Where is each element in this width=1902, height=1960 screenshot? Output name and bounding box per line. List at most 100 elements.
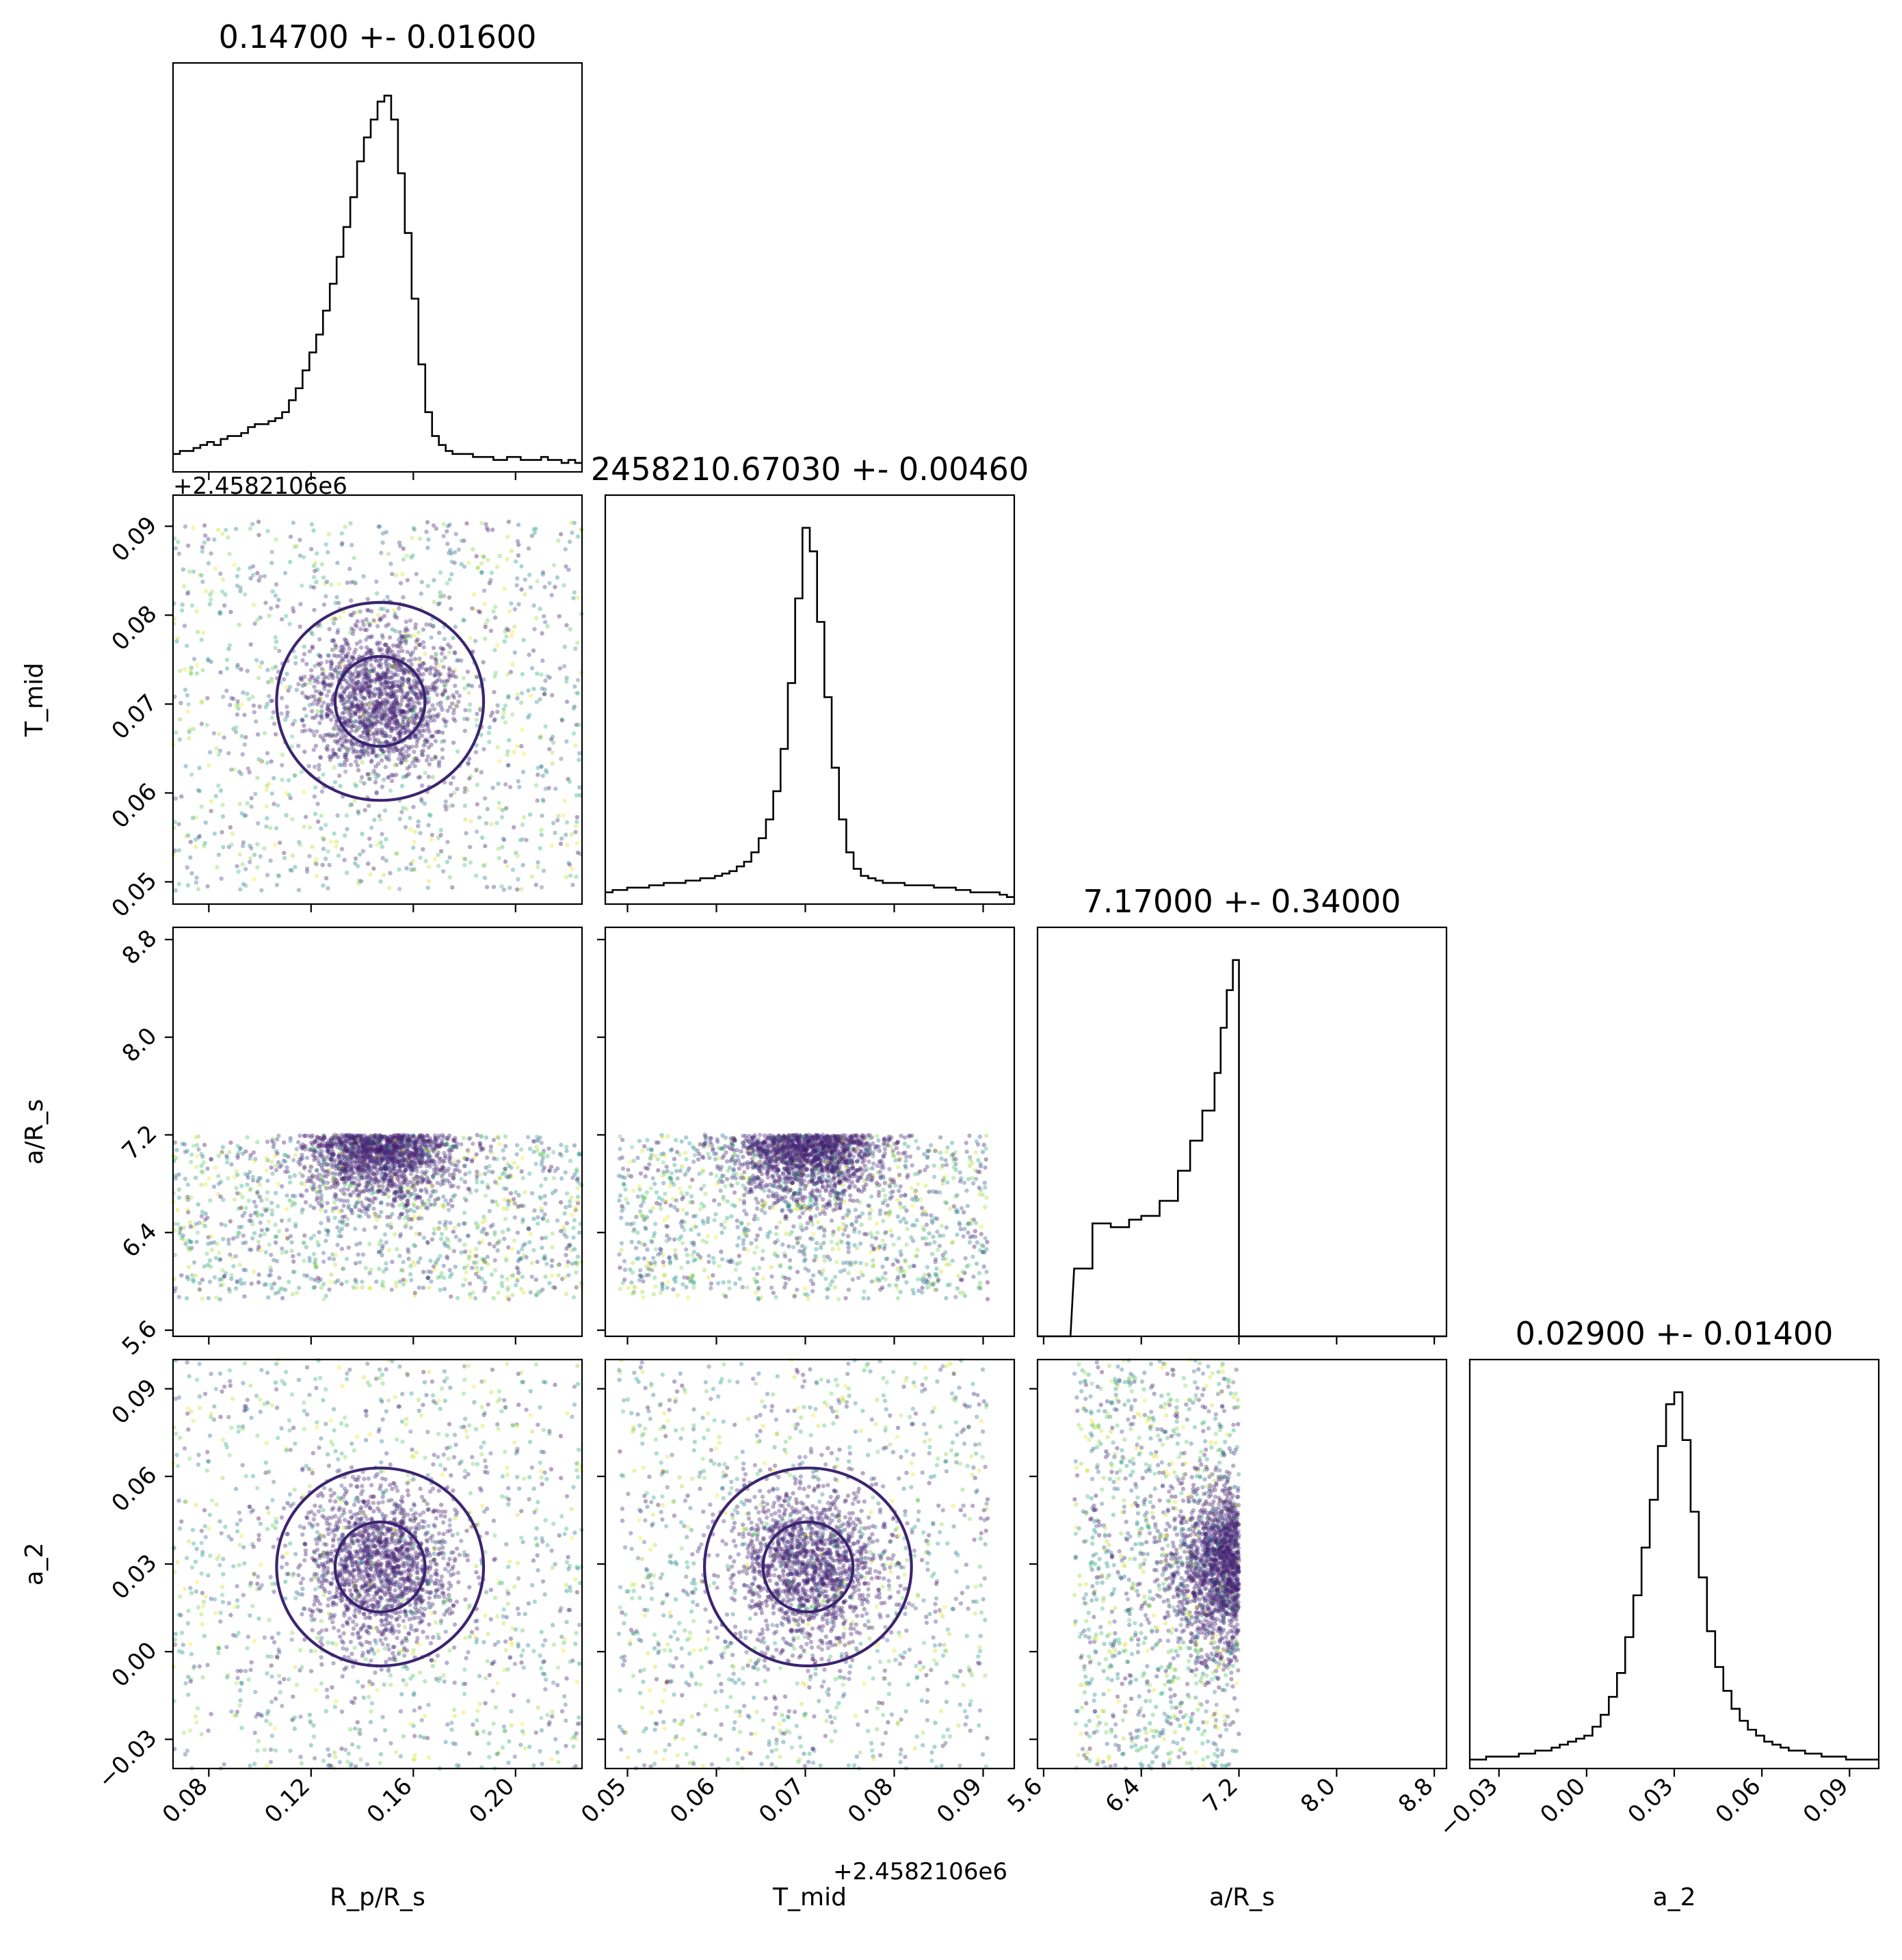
sample-point: [356, 809, 360, 814]
sample-point: [367, 706, 372, 711]
sample-point: [387, 635, 393, 640]
sample-point: [326, 886, 330, 891]
sample-point: [344, 752, 349, 758]
sample-point: [466, 691, 471, 696]
sample-point: [279, 1184, 285, 1189]
sample-point: [467, 702, 473, 707]
sample-point: [543, 786, 548, 791]
sample-point: [211, 731, 217, 736]
sample-point: [507, 885, 512, 890]
sample-point: [256, 1272, 261, 1277]
sample-point: [376, 1183, 381, 1189]
sample-point: [519, 887, 524, 892]
sample-point: [386, 1165, 391, 1169]
sample-point: [399, 663, 404, 667]
sample-point: [238, 1145, 243, 1151]
sample-point: [315, 551, 319, 556]
sample-point: [374, 579, 379, 584]
sample-point: [438, 570, 443, 575]
sample-point: [315, 1143, 321, 1148]
sample-point: [353, 647, 358, 652]
sample-point: [408, 815, 412, 821]
sample-point: [452, 651, 458, 656]
sample-point: [395, 851, 399, 856]
sample-point: [542, 1256, 548, 1261]
sample-point: [202, 533, 208, 538]
sample-point: [245, 801, 250, 806]
sample-point: [316, 674, 321, 680]
sample-point: [365, 684, 370, 689]
sample-point: [451, 1249, 457, 1254]
sample-point: [312, 732, 317, 738]
sample-point: [488, 1224, 493, 1229]
sample-point: [415, 637, 420, 642]
sample-point: [408, 827, 413, 832]
sample-point: [462, 857, 468, 862]
sample-point: [173, 1176, 179, 1181]
sample-point: [373, 771, 378, 776]
sample-point: [388, 711, 393, 715]
sample-point: [341, 702, 347, 707]
sample-point: [535, 798, 540, 803]
sample-point: [203, 820, 208, 825]
sample-point: [337, 763, 342, 767]
sample-point: [475, 1223, 481, 1228]
sample-point: [551, 821, 556, 825]
sample-point: [376, 761, 381, 767]
sample-point: [384, 699, 389, 704]
sample-point: [482, 875, 488, 880]
sample-point: [228, 1219, 233, 1224]
sample-point: [249, 804, 254, 809]
sample-point: [200, 630, 206, 635]
sample-point: [430, 1184, 434, 1189]
sample-point: [302, 644, 306, 649]
sample-point: [438, 594, 443, 599]
sample-point: [543, 724, 548, 729]
sample-point: [409, 1277, 414, 1283]
sample-point: [276, 1229, 282, 1234]
sample-point: [362, 667, 367, 672]
sample-point: [337, 692, 342, 697]
sample-point: [378, 817, 383, 822]
sample-point: [421, 1285, 426, 1290]
sample-point: [374, 591, 380, 596]
y-tick-label: 0.05: [107, 867, 163, 923]
sample-point: [332, 831, 336, 836]
sample-point: [221, 1236, 226, 1242]
sample-point: [467, 756, 472, 761]
sample-point: [237, 1231, 241, 1236]
sample-point: [401, 691, 406, 696]
sample-point: [437, 631, 442, 635]
sample-point: [364, 667, 369, 672]
sample-point: [388, 695, 393, 700]
sample-point: [539, 1206, 544, 1210]
sample-point: [342, 858, 347, 862]
sample-point: [516, 1193, 521, 1198]
sample-point: [533, 527, 538, 531]
sample-point: [380, 784, 385, 789]
sample-point: [359, 688, 364, 693]
sample-point: [318, 654, 323, 659]
sample-point: [474, 873, 479, 878]
sample-point: [411, 845, 416, 850]
sample-point: [182, 1142, 187, 1147]
sample-point: [562, 1211, 567, 1216]
sample-point: [451, 1229, 456, 1234]
sample-point: [470, 684, 475, 689]
sample-point: [291, 721, 295, 727]
sample-point: [268, 1265, 273, 1270]
sample-point: [449, 559, 454, 564]
sample-point: [414, 734, 419, 739]
sample-point: [336, 628, 341, 633]
sample-point: [518, 1147, 524, 1152]
sample-point: [314, 1264, 319, 1270]
sample-point: [466, 761, 471, 767]
sample-point: [274, 1163, 278, 1168]
sample-point: [484, 522, 488, 527]
sample-point: [509, 1165, 514, 1170]
sample-point: [293, 1221, 298, 1226]
sample-point: [327, 1256, 332, 1261]
sample-point: [388, 670, 394, 675]
sample-point: [237, 1262, 242, 1267]
sample-point: [429, 742, 434, 747]
